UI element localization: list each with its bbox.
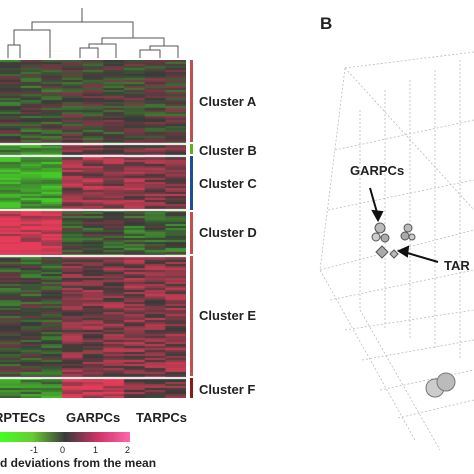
pca-3d-plot <box>319 51 474 451</box>
cluster-e-label: Cluster E <box>199 308 257 323</box>
cluster-e-bar <box>190 256 193 376</box>
expression-heatmap <box>0 60 186 398</box>
colorbar-tick: 2 <box>125 445 131 455</box>
colorbar-caption: d deviations from the mean <box>0 456 157 470</box>
pca-label-garpcs: GARPCs <box>350 163 405 178</box>
group-label-garpcs: GARPCs <box>66 410 121 425</box>
cluster-b-bar <box>190 144 193 154</box>
pca-label-tarpcs: TAR <box>444 258 470 273</box>
colorbar-tick: 0 <box>60 445 66 455</box>
group-label-rptecs: RPTECs <box>0 410 46 425</box>
cluster-a-bar <box>190 60 193 142</box>
cluster-b-label: Cluster B <box>199 143 257 158</box>
colorbar-tick: -1 <box>30 445 39 455</box>
tarpcs-points <box>375 245 399 259</box>
cluster-f-bar <box>190 378 193 398</box>
column-dendrogram <box>7 8 179 58</box>
group-label-tarpcs: TARPCs <box>136 410 188 425</box>
color-scale-bar <box>0 432 130 442</box>
cluster-d-label: Cluster D <box>199 225 257 240</box>
rptecs-points <box>425 372 456 398</box>
cluster-d-bar <box>190 212 193 254</box>
cluster-f-label: Cluster F <box>199 382 256 397</box>
cluster-c-bar <box>190 156 193 210</box>
panel-b-letter: B <box>320 14 333 33</box>
cluster-c-label: Cluster C <box>199 176 257 191</box>
heatmap-panel: Cluster A Cluster B Cluster C Cluster D … <box>0 0 257 474</box>
cluster-a-label: Cluster A <box>199 94 257 109</box>
garpcs-points <box>371 222 416 243</box>
colorbar-tick: 1 <box>93 445 99 455</box>
